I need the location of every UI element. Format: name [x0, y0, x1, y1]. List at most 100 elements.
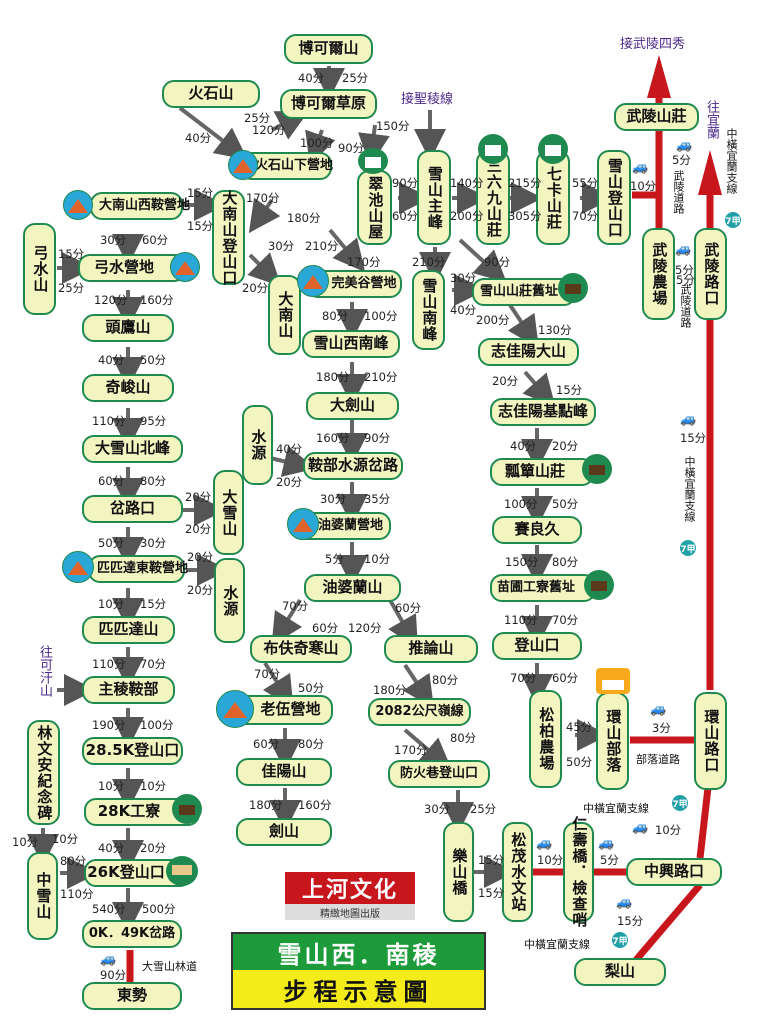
node-daxueshan: 大雪山 — [213, 470, 244, 555]
node-k285-trailhead: 28.5K登山口 — [82, 737, 183, 765]
time-label: 130分 — [538, 323, 572, 337]
connector-arrows — [27, 66, 614, 934]
time-label: 90分 — [100, 968, 127, 982]
node-anbu-junction: 鞍部水源岔路 — [303, 452, 403, 480]
time-label: 20分 — [276, 475, 303, 489]
node-touying: 頭鷹山 — [82, 314, 174, 342]
node-sanliujiu-villa: 三六九山莊 — [476, 150, 510, 245]
road-label: 武陵道路 — [672, 170, 685, 214]
publisher-subtitle: 精緻地圖出版 — [285, 904, 415, 920]
time-label: 15分 — [58, 247, 85, 261]
village-icon — [596, 668, 630, 694]
node-songbai-farm: 松柏農場 — [529, 690, 562, 788]
time-label: 25分 — [342, 71, 369, 85]
node-lishan: 梨山 — [574, 958, 666, 986]
node-dananshan: 大南山 — [268, 275, 301, 355]
road-label: 部落道路 — [636, 753, 680, 766]
time-label: 20分 — [492, 374, 519, 388]
time-label: 110分 — [92, 657, 126, 671]
node-songmao-station: 松茂水文站 — [502, 822, 533, 922]
node-shuiyuan-upper: 水源 — [242, 405, 273, 485]
time-label: 215分 — [508, 176, 542, 190]
time-label: 70分 — [140, 657, 167, 671]
shelter-icon — [582, 454, 612, 484]
direction-shengling: 接聖稜線 — [401, 92, 454, 107]
node-2082-ridge: 2082公尺嶺線 — [368, 698, 471, 726]
time-label: 95分 — [140, 414, 167, 428]
time-label: 15分 — [187, 219, 214, 233]
time-label: 10分 — [98, 597, 125, 611]
node-wuling-farm: 武陵農場 — [642, 228, 675, 320]
node-cuichi-cabin: 翠池山屋 — [357, 170, 392, 245]
map-title: 雪山西．南稜 步程示意圖 — [231, 932, 486, 1010]
node-bufuqihan: 布伕奇寒山 — [250, 635, 352, 663]
time-label: 15分 — [478, 886, 505, 900]
node-lin-memorial: 林文安紀念碑 — [27, 720, 60, 825]
route-badge: 7甲 — [612, 932, 628, 948]
node-tuilun: 推論山 — [384, 635, 478, 663]
car-icon: 🚙 — [100, 952, 117, 967]
shelter-icon — [584, 570, 614, 600]
node-piaozhao-villa: 瓢簞山莊 — [490, 458, 594, 486]
camp-tent-icon — [216, 690, 254, 728]
route-badge: 7甲 — [672, 795, 688, 811]
cabin-icon — [358, 148, 388, 174]
title-line2: 步程示意圖 — [233, 970, 484, 1008]
cabin-icon — [538, 134, 568, 164]
time-label: 15分 — [478, 853, 505, 867]
time-label: 70分 — [254, 667, 281, 681]
time-label: 200分 — [476, 313, 510, 327]
node-huanshan-junction: 環山路口 — [694, 692, 727, 790]
time-label: 60分 — [142, 233, 169, 247]
node-bokeer: 博可爾山 — [284, 34, 373, 64]
time-label: 10分 — [140, 779, 167, 793]
time-label: 40分 — [185, 131, 212, 145]
time-label: 30分 — [424, 802, 451, 816]
car-icon: 🚙 — [632, 820, 649, 835]
car-icon: 🚙 — [680, 412, 697, 427]
road-label: 武陵道路 — [679, 284, 692, 328]
node-sailiangjiu: 賽良久 — [492, 516, 582, 544]
time-label: 100分 — [140, 718, 174, 732]
time-label: 15分 — [617, 914, 644, 928]
time-label: 50分 — [98, 536, 125, 550]
time-label: 70分 — [282, 599, 309, 613]
car-icon: 🚙 — [616, 895, 633, 910]
time-label: 60分 — [392, 209, 419, 223]
time-label: 100分 — [364, 309, 398, 323]
time-label: 210分 — [412, 255, 446, 269]
time-label: 15分 — [556, 383, 583, 397]
node-renshou-checkpoint: 仁壽橋．檢查哨 — [563, 816, 594, 928]
time-label: 50分 — [298, 681, 325, 695]
time-label: 80分 — [450, 731, 477, 745]
time-label: 60分 — [312, 621, 339, 635]
node-xue-southwest-peak: 雪山西南峰 — [302, 330, 400, 358]
node-leshan-bridge: 樂山橋 — [443, 822, 474, 922]
car-icon: 🚙 — [632, 160, 649, 175]
time-label: 160分 — [316, 431, 350, 445]
time-label: 30分 — [450, 271, 477, 285]
time-label: 5分 — [600, 853, 619, 867]
cabin-icon — [478, 134, 508, 164]
time-label: 150分 — [376, 119, 410, 133]
time-label: 80分 — [552, 555, 579, 569]
time-label: 25分 — [470, 802, 497, 816]
node-bokeer-grassland: 博可爾草原 — [280, 89, 377, 119]
node-gongshui-mt: 弓水山 — [23, 223, 56, 315]
time-label: 20分 — [552, 439, 579, 453]
time-label: 70分 — [510, 671, 537, 685]
node-jianshan: 劍山 — [236, 818, 332, 846]
north-arrow-yilan — [698, 150, 722, 195]
time-label: 140分 — [450, 176, 484, 190]
node-dajian: 大劍山 — [306, 392, 399, 420]
node-qijun: 奇峻山 — [82, 374, 174, 402]
time-label: 80分 — [60, 854, 87, 868]
node-xue-main-peak: 雪山主峰 — [417, 150, 451, 245]
route-badge: 7甲 — [725, 212, 741, 228]
camp-tent-icon — [170, 252, 200, 282]
time-label: 35分 — [364, 492, 391, 506]
time-label: 20分 — [185, 490, 212, 504]
time-label: 45分 — [566, 720, 593, 734]
car-icon: 🚙 — [650, 702, 667, 717]
